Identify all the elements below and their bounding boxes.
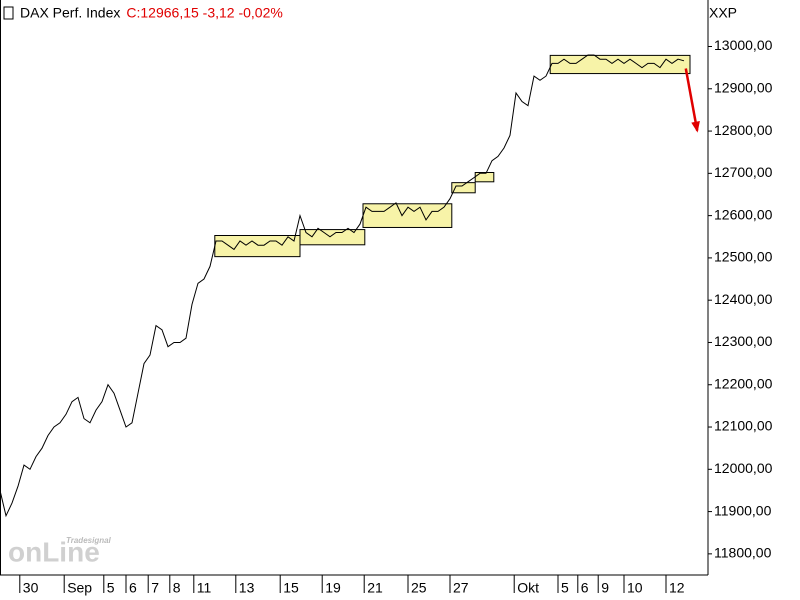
y-tick-label: 12700,00	[714, 164, 773, 180]
x-tick-label: 12	[669, 580, 685, 596]
arrow-shaft	[684, 68, 699, 131]
y-tick-label: 12400,00	[714, 291, 773, 307]
y-tick-label: 12500,00	[714, 249, 773, 265]
y-tick-label: 12100,00	[714, 418, 773, 434]
range-box	[474, 172, 495, 183]
price-line	[0, 54, 685, 518]
chart-title: DAX Perf. Index	[20, 5, 120, 21]
y-tick-label: 12800,00	[714, 122, 773, 138]
x-tick-label: 5	[561, 580, 569, 596]
x-tick-label: 25	[411, 580, 427, 596]
x-tick-label: 27	[453, 580, 469, 596]
x-tick-label: 30	[23, 580, 39, 596]
symbol: XXP	[709, 5, 737, 21]
quote: C:12966,15 -3,12 -0,02%	[126, 5, 282, 21]
arrow-head	[691, 121, 700, 133]
y-tick-label: 12900,00	[714, 79, 773, 95]
x-tick-label: 6	[129, 580, 137, 596]
y-tick-label: 12200,00	[714, 375, 773, 391]
watermark-brand: Tradesignal	[66, 536, 112, 545]
range-box	[549, 54, 691, 75]
x-tick-label: 19	[325, 580, 341, 596]
x-tick-label: 10	[627, 580, 643, 596]
x-tick-label: 6	[581, 580, 589, 596]
y-tick-label: 12000,00	[714, 460, 773, 476]
x-tick-label: 13	[239, 580, 255, 596]
icon	[3, 6, 14, 20]
x-tick-label: Sep	[67, 580, 92, 596]
y-tick-label: 12300,00	[714, 333, 773, 349]
watermark: onLine	[8, 536, 100, 567]
y-tick-label: 11800,00	[714, 545, 772, 561]
x-tick-label: 7	[151, 580, 159, 596]
x-tick-label: 5	[107, 580, 115, 596]
x-tick-label: 15	[283, 580, 299, 596]
range-box	[299, 229, 366, 246]
x-tick-label: 21	[367, 580, 383, 596]
range-box	[451, 182, 476, 194]
x-tick-label: 11	[197, 580, 212, 596]
y-tick-label: 13000,00	[714, 37, 773, 53]
x-tick-label: 8	[173, 580, 181, 596]
x-tick-label: 9	[601, 580, 609, 596]
x-tick-label: Okt	[517, 580, 539, 596]
y-tick-label: 12600,00	[714, 206, 773, 222]
y-tick-label: 11900,00	[714, 502, 772, 518]
